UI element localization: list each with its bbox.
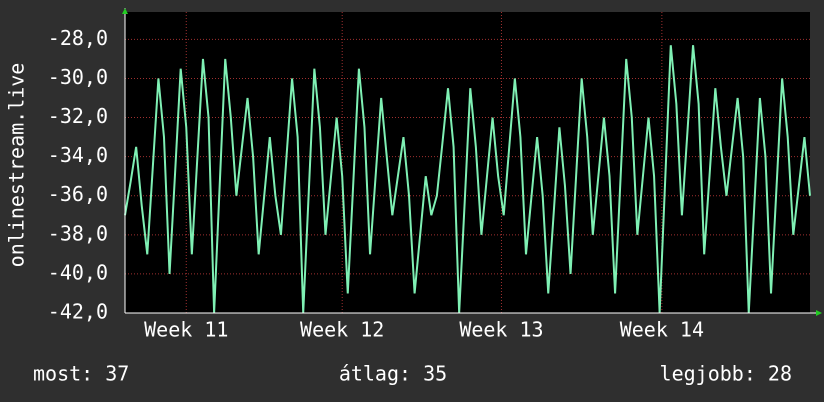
y-tick-label: -38,0 [48, 221, 108, 245]
x-tick-label: Week 14 [620, 318, 704, 342]
stat-current: most: 37 [33, 362, 129, 386]
y-arrow [122, 8, 128, 14]
y-tick-label: -28,0 [48, 26, 108, 50]
y-tick-label: -30,0 [48, 65, 108, 89]
stat-best: legjobb: 28 [660, 362, 792, 386]
y-tick-label: -34,0 [48, 143, 108, 167]
marks [124, 45, 811, 314]
stat-average: átlag: 35 [339, 362, 447, 386]
x-tick-label: Week 11 [144, 318, 228, 342]
y-tick-label: -40,0 [48, 260, 108, 284]
x-tick-label: Week 12 [300, 318, 384, 342]
y-axis-label: onlinestream.live [5, 63, 29, 268]
y-tick-label: -32,0 [48, 104, 108, 128]
y-tick-label: -36,0 [48, 182, 108, 206]
y-tick-label: -42,0 [48, 300, 108, 324]
x-tick-label: Week 13 [459, 318, 543, 342]
data-line [124, 45, 811, 314]
x-arrow [816, 310, 822, 316]
